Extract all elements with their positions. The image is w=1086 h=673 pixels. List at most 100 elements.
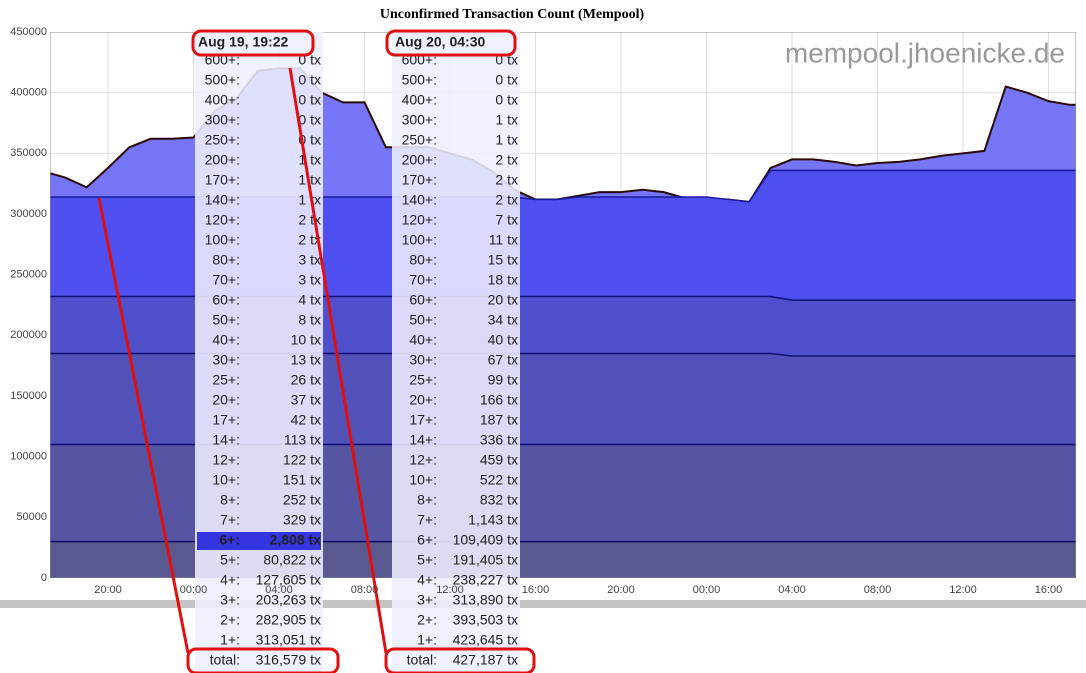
row-value: 316,579 tx [256, 652, 321, 668]
x-tick-label: 16:00 [522, 584, 550, 596]
highlight-box [384, 647, 536, 673]
row-label: 10+: [212, 472, 240, 488]
highlight-box [385, 29, 517, 57]
tooltip-title: Aug 19, 19:22 [198, 34, 288, 50]
row-label: 70+: [212, 272, 240, 288]
row-value: 8 tx [298, 312, 321, 328]
row-value: 2,808 tx [270, 532, 322, 548]
row-value: 191,405 tx [453, 552, 518, 568]
x-tick-label: 04:00 [265, 584, 293, 596]
row-value: 1 tx [495, 112, 518, 128]
row-label: 40+: [409, 332, 437, 348]
row-value: 127,605 tx [256, 572, 321, 588]
row-label: 3+: [220, 592, 240, 608]
row-label: 500+: [205, 72, 240, 88]
row-value: 20 tx [488, 292, 518, 308]
row-value: 0 tx [495, 72, 518, 88]
row-label: 80+: [212, 252, 240, 268]
row-label: 20+: [409, 392, 437, 408]
row-label: 6+: [417, 532, 437, 548]
row-value: 238,227 tx [453, 572, 518, 588]
row-label: 60+: [212, 292, 240, 308]
row-label: 7+: [417, 512, 437, 528]
x-tick-label: 20:00 [607, 584, 635, 596]
row-value: 0 tx [298, 92, 321, 108]
row-label: 8+: [417, 492, 437, 508]
row-label: 14+: [212, 432, 240, 448]
row-label: 10+: [409, 472, 437, 488]
y-tick-label: 400000 [10, 87, 47, 99]
row-highlight [197, 532, 321, 550]
row-label: 12+: [409, 452, 437, 468]
row-label: 140+: [402, 192, 437, 208]
row-label: 500+: [402, 72, 437, 88]
y-tick-label: 450000 [10, 26, 47, 38]
row-value: 34 tx [488, 312, 518, 328]
row-label: 6+: [219, 532, 240, 548]
row-value: 26 tx [291, 372, 321, 388]
row-label: 17+: [409, 412, 437, 428]
row-value: 13 tx [291, 352, 321, 368]
row-value: 3 tx [298, 252, 321, 268]
watermark: mempool.jhoenicke.de [785, 37, 1065, 68]
row-value: 3 tx [298, 272, 321, 288]
row-label: 20+: [212, 392, 240, 408]
range-bar[interactable] [0, 600, 1086, 608]
row-label: 1+: [220, 632, 240, 648]
row-value: 2 tx [495, 192, 518, 208]
arrow-line [97, 197, 190, 654]
row-value: 393,503 tx [453, 612, 518, 628]
row-label: 25+: [212, 372, 240, 388]
row-label: 50+: [212, 312, 240, 328]
row-value: 11 tx [489, 232, 518, 248]
row-label: 170+: [402, 172, 437, 188]
row-value: 252 tx [283, 492, 321, 508]
row-value: 329 tx [283, 512, 321, 528]
row-value: 203,263 tx [256, 592, 321, 608]
row-label: 80+: [409, 252, 437, 268]
y-tick-label: 0 [41, 572, 47, 584]
row-value: 109,409 tx [453, 532, 518, 548]
row-label: 300+: [402, 112, 437, 128]
row-value: 166 tx [480, 392, 518, 408]
row-value: 15 tx [488, 252, 518, 268]
chart-title: Unconfirmed Transaction Count (Mempool) [380, 7, 645, 22]
row-value: 151 tx [283, 472, 321, 488]
arrow-line [288, 67, 388, 654]
y-tick-label: 50000 [16, 511, 47, 523]
row-label: 120+: [205, 212, 240, 228]
x-tick-label: 12:00 [436, 584, 464, 596]
x-tick-label: 00:00 [693, 584, 721, 596]
row-label: 14+: [409, 432, 437, 448]
y-tick-label: 300000 [10, 208, 47, 220]
row-label: 2+: [417, 612, 437, 628]
y-tick-label: 200000 [10, 329, 47, 341]
row-value: 0 tx [298, 112, 321, 128]
row-value: 0 tx [298, 72, 321, 88]
row-label: 1+: [417, 632, 437, 648]
row-label: 60+: [409, 292, 437, 308]
row-label: 40+: [212, 332, 240, 348]
y-tick-label: 100000 [10, 451, 47, 463]
row-value: 1,143 tx [468, 512, 518, 528]
row-label: 25+: [409, 372, 437, 388]
x-tick-label: 04:00 [778, 584, 806, 596]
row-value: 2 tx [495, 172, 518, 188]
row-value: 2 tx [298, 212, 321, 228]
row-label: 140+: [205, 192, 240, 208]
row-value: 122 tx [283, 452, 321, 468]
row-value: 99 tx [488, 372, 518, 388]
row-label: 5+: [417, 552, 437, 568]
row-label: 250+: [402, 132, 437, 148]
row-label: 30+: [212, 352, 240, 368]
row-value: 1 tx [298, 192, 321, 208]
row-label: 2+: [220, 612, 240, 628]
row-label: 200+: [205, 152, 240, 168]
row-value: 37 tx [291, 392, 321, 408]
row-label: 30+: [409, 352, 437, 368]
row-value: 80,822 tx [263, 552, 321, 568]
row-label: 100+: [402, 232, 437, 248]
row-value: 113 tx [284, 432, 321, 448]
row-label: 170+: [205, 172, 240, 188]
